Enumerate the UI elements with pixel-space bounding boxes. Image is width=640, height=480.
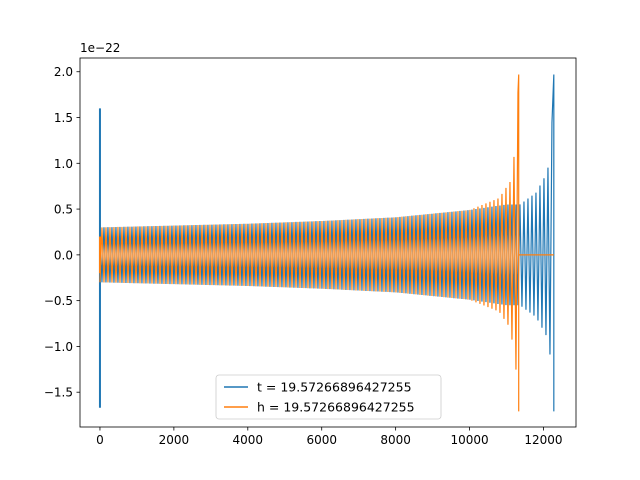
x-tick-label: 10000 — [450, 433, 488, 447]
y-offset-label: 1e−22 — [80, 41, 120, 55]
x-tick-label: 12000 — [524, 433, 562, 447]
y-tick-label: 0.5 — [54, 203, 73, 217]
x-tick-label: 6000 — [306, 433, 337, 447]
axes-frame — [79, 57, 577, 428]
x-tick-label: 8000 — [380, 433, 411, 447]
series-layer — [98, 74, 555, 412]
y-tick-label: 0.0 — [54, 248, 73, 262]
x-tick-label: 2000 — [159, 433, 190, 447]
x-tick-label: 0 — [96, 433, 104, 447]
y-tick-label: −1.0 — [44, 340, 73, 354]
series-1 — [98, 74, 554, 412]
legend-label: t = 19.57266896427255 — [257, 380, 412, 395]
y-tick-label: 1.0 — [54, 157, 73, 171]
y-tick-label: 2.0 — [54, 65, 73, 79]
y-tick-label: −0.5 — [44, 294, 73, 308]
x-tick-label: 4000 — [233, 433, 264, 447]
series-line-1 — [99, 74, 554, 412]
y-tick-label: −1.5 — [44, 386, 73, 400]
x-axis: 0 2000 4000 6000 8000 10000 12000 — [96, 427, 563, 447]
y-tick-label: 1.5 — [54, 111, 73, 125]
legend-label: h = 19.57266896427255 — [257, 400, 415, 415]
legend-box — [215, 374, 442, 420]
legend: t = 19.57266896427255 h = 19.572668964272… — [215, 374, 442, 420]
y-axis: −1.5 −1.0 −0.5 0.0 0.5 1.0 1.5 2.0 — [44, 65, 80, 400]
